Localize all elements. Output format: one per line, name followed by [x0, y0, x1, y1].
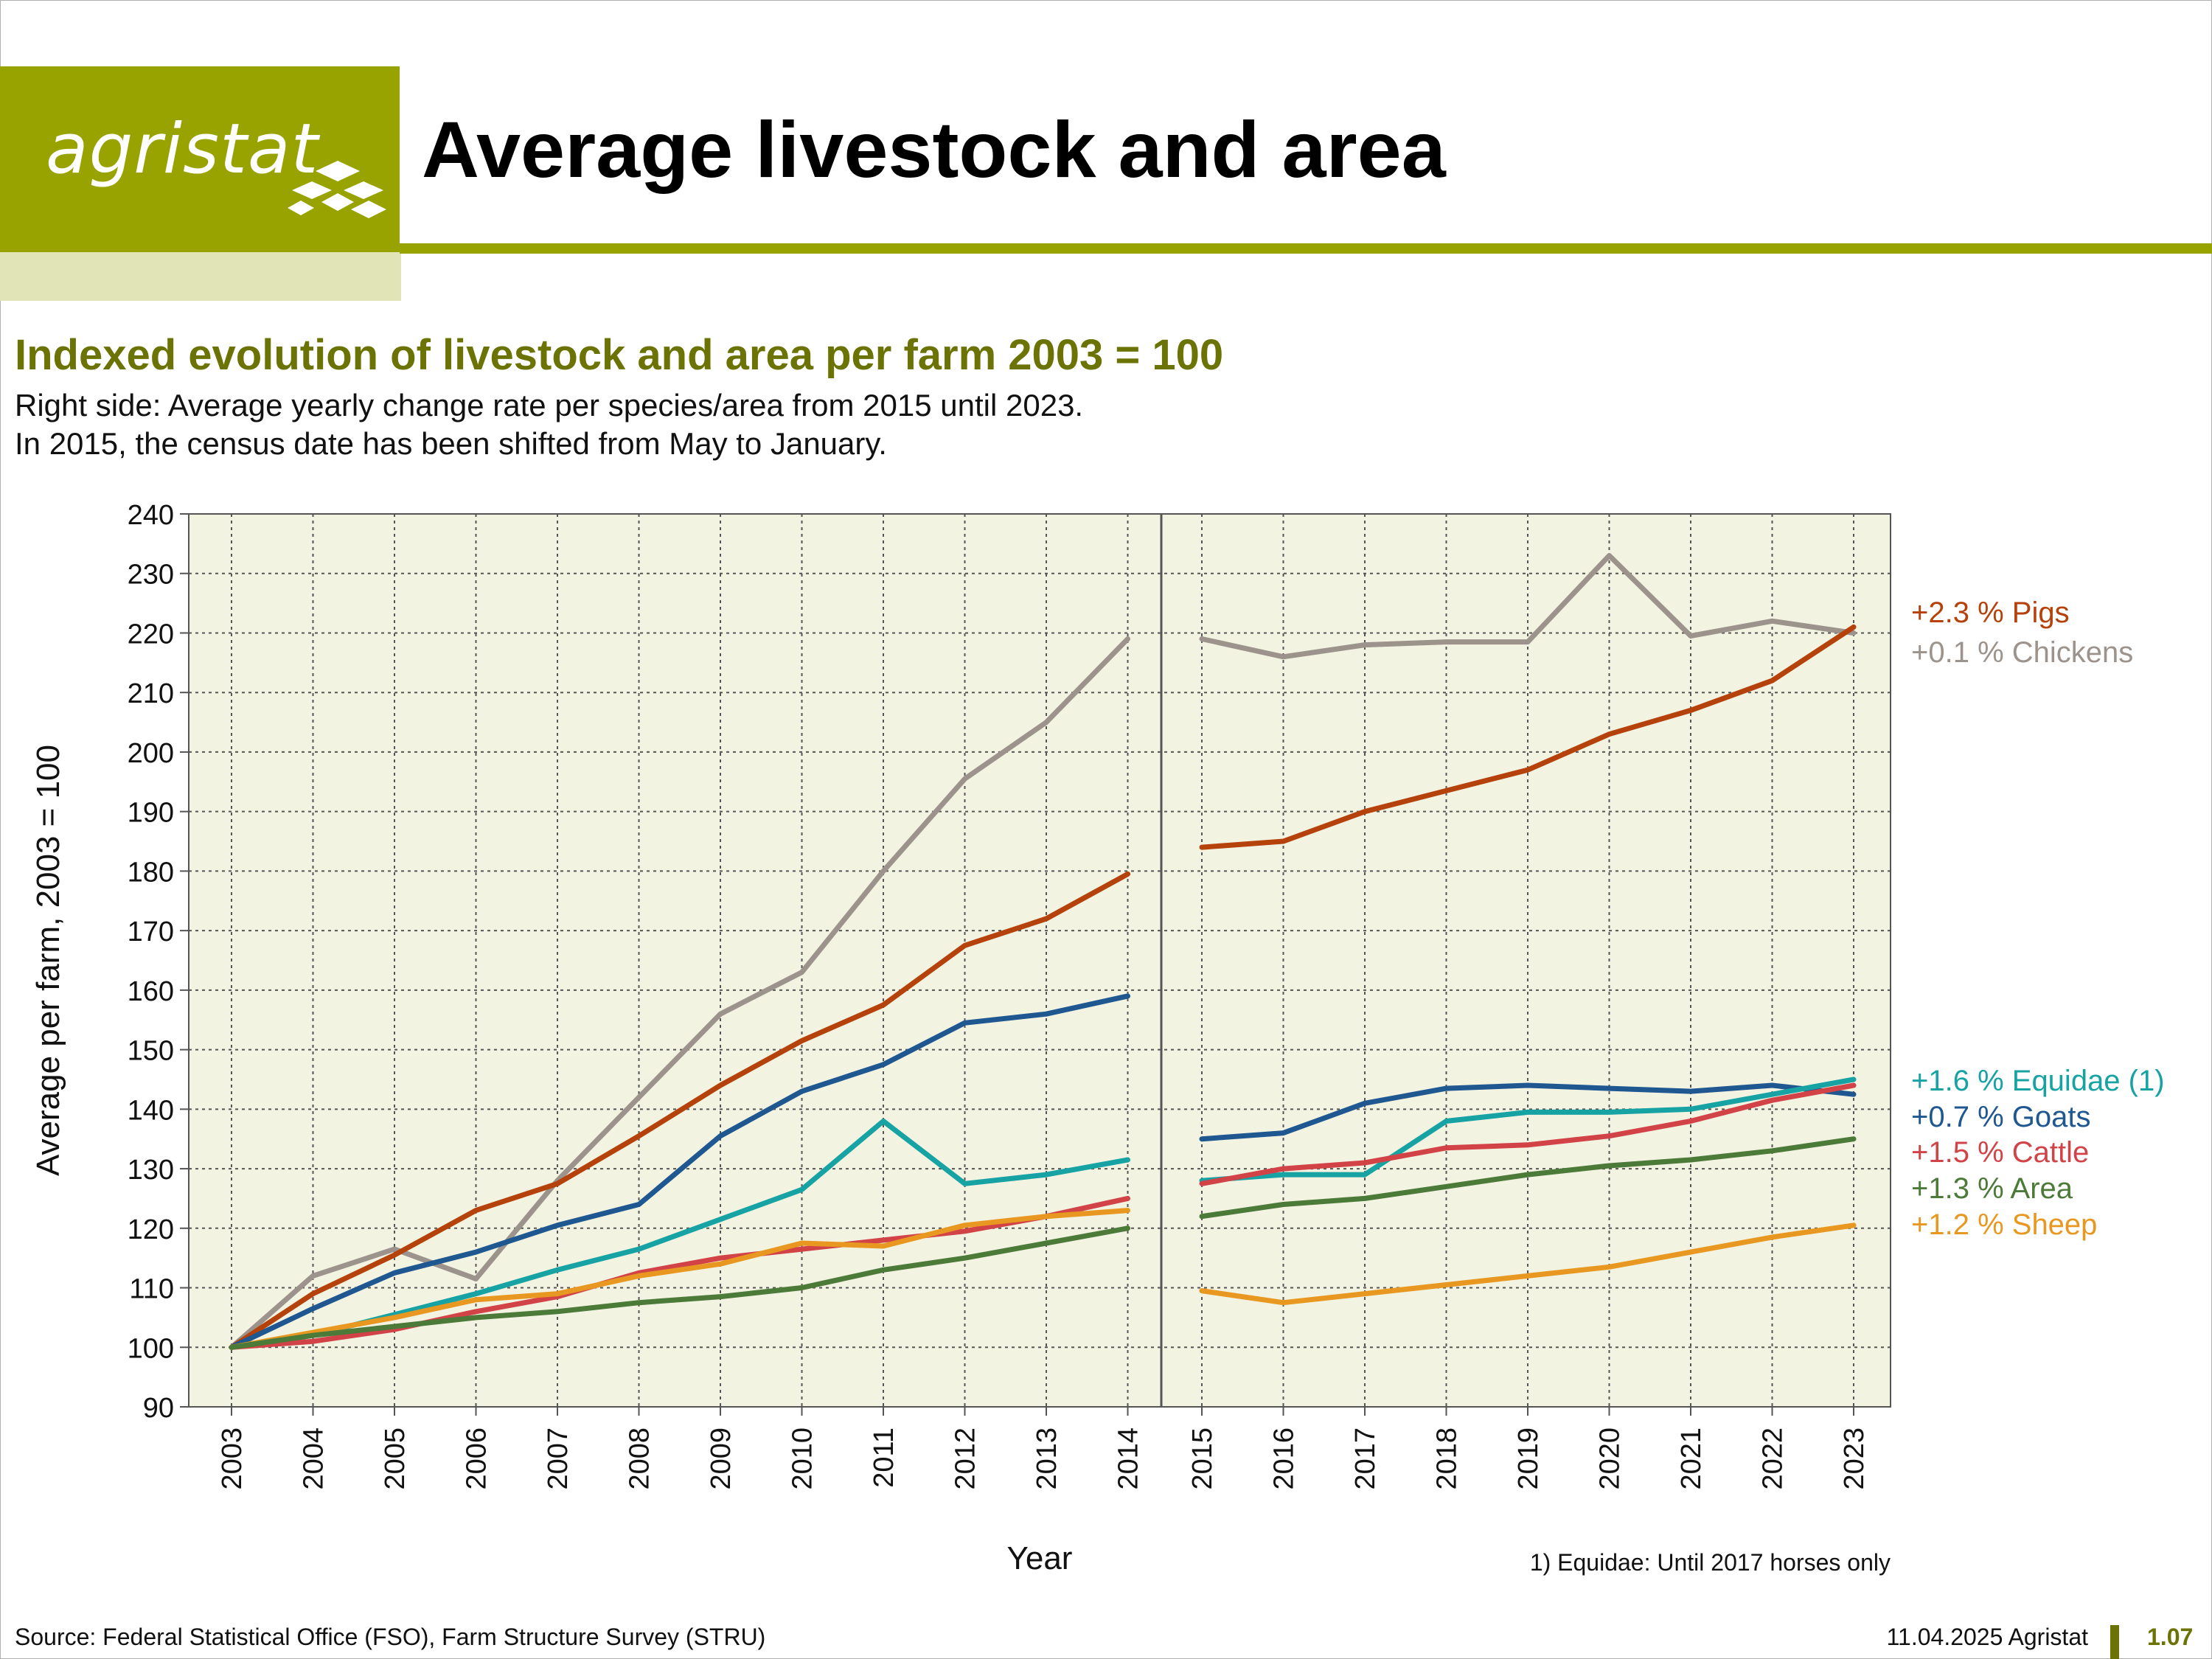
y-tick-label: 130 [128, 1155, 174, 1186]
series-line-chickens [1199, 553, 1857, 660]
legend-entry: +1.5 % Cattle [1911, 1136, 2089, 1169]
x-tick-label: 2023 [1839, 1427, 1870, 1490]
plot-area [188, 513, 1891, 1408]
x-tick-label: 2008 [625, 1427, 655, 1490]
y-tick-label: 200 [128, 738, 174, 769]
series-line-goats [229, 993, 1130, 1350]
y-axis-label: Average per farm, 2003 = 100 [30, 745, 66, 1176]
x-tick-label: 2018 [1432, 1427, 1463, 1490]
x-tick-label: 2003 [217, 1427, 248, 1490]
x-tick-label: 2005 [380, 1427, 411, 1490]
series-line-chickens [229, 636, 1130, 1350]
series-line-cattle [229, 1195, 1130, 1350]
legend-entry: +0.1 % Chickens [1911, 636, 2133, 669]
series-line-cattle [1199, 1082, 1857, 1186]
series-line-area [229, 1225, 1130, 1350]
x-tick-label: 2020 [1595, 1427, 1626, 1490]
x-tick-label: 2017 [1350, 1427, 1381, 1490]
legend-entry: +2.3 % Pigs [1911, 597, 2070, 629]
footer-date: 11.04.2025 Agristat [1886, 1624, 2088, 1650]
x-tick-label: 2006 [462, 1427, 493, 1490]
x-tick-label: 2021 [1676, 1427, 1707, 1490]
series-line-goats [1199, 1082, 1857, 1142]
logo-diamonds-icon [288, 161, 386, 218]
y-tick-label: 100 [128, 1333, 174, 1364]
legend-entry: +1.6 % Equidae (1) [1911, 1065, 2165, 1097]
legend-entry: +0.7 % Goats [1911, 1101, 2090, 1133]
x-tick-label: 2013 [1032, 1427, 1062, 1490]
y-tick-label: 150 [128, 1036, 174, 1067]
series-line-sheep [229, 1208, 1130, 1350]
x-tick-label: 2016 [1269, 1427, 1300, 1490]
description-line-1: Right side: Average yearly change rate p… [15, 388, 1084, 422]
y-tick-label: 210 [128, 678, 174, 709]
legend-entry: +1.2 % Sheep [1911, 1208, 2097, 1241]
footer-source: Source: Federal Statistical Office (FSO)… [15, 1624, 766, 1650]
header-rule [400, 243, 2212, 254]
x-tick-label: 2010 [787, 1427, 818, 1490]
y-tick-label: 160 [128, 976, 174, 1007]
footnote: 1) Equidae: Until 2017 horses only [1530, 1549, 1891, 1576]
y-tick-label: 220 [128, 619, 174, 650]
y-tick-label: 140 [128, 1095, 174, 1126]
y-tick-label: 230 [128, 560, 174, 591]
logo-text: agristat [46, 109, 319, 189]
x-tick-label: 2007 [543, 1427, 574, 1490]
series-line-equidae [1199, 1077, 1857, 1183]
x-tick-label: 2015 [1187, 1427, 1218, 1490]
y-tick-label: 90 [143, 1393, 174, 1424]
footer-divider [2110, 1625, 2119, 1659]
legend-entry: +1.3 % Area [1911, 1172, 2073, 1205]
series-line-sheep [1199, 1222, 1857, 1306]
series-line-pigs [229, 871, 1130, 1350]
description-line-2: In 2015, the census date has been shifte… [15, 426, 887, 461]
y-tick-label: 110 [129, 1274, 174, 1305]
x-tick-label: 2009 [706, 1427, 737, 1490]
y-tick-label: 120 [128, 1214, 174, 1245]
page-title: Average livestock and area [422, 105, 1446, 194]
logo-shadow [0, 252, 401, 301]
x-tick-label: 2012 [950, 1427, 981, 1490]
page-number: 1.07 [2147, 1624, 2194, 1650]
x-tick-label: 2019 [1513, 1427, 1544, 1490]
x-axis-label: Year [1007, 1540, 1073, 1576]
x-tick-label: 2022 [1758, 1427, 1789, 1490]
chart-subtitle: Indexed evolution of livestock and area … [15, 331, 1224, 379]
y-tick-label: 240 [128, 500, 174, 531]
series-line-pigs [1199, 624, 1857, 850]
x-tick-label: 2004 [299, 1427, 330, 1490]
series-line-area [1199, 1136, 1857, 1220]
x-tick-label: 2014 [1113, 1427, 1144, 1490]
y-tick-label: 170 [128, 917, 174, 947]
x-tick-label: 2011 [869, 1427, 900, 1488]
y-tick-label: 180 [128, 857, 174, 888]
agristat-logo [0, 66, 400, 252]
y-tick-label: 190 [128, 798, 174, 829]
